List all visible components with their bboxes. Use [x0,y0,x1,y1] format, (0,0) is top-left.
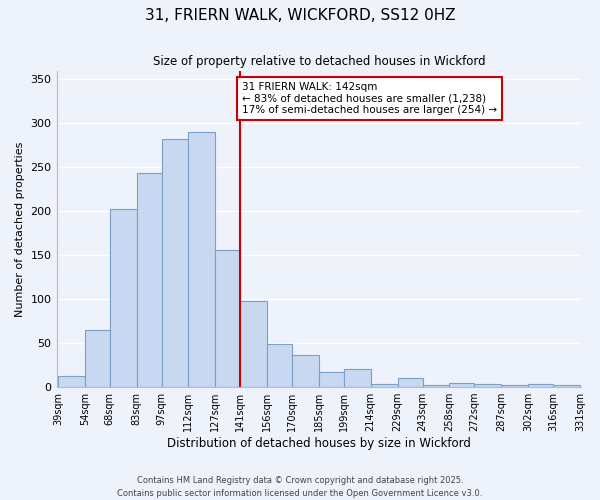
X-axis label: Distribution of detached houses by size in Wickford: Distribution of detached houses by size … [167,437,471,450]
Bar [240,301,267,387]
Text: 31 FRIERN WALK: 142sqm
← 83% of detached houses are smaller (1,238)
17% of semi-: 31 FRIERN WALK: 142sqm ← 83% of detached… [242,82,497,115]
Bar [85,330,110,387]
Bar [161,139,188,387]
Bar [398,378,422,387]
Bar [422,386,449,387]
Text: Contains HM Land Registry data © Crown copyright and database right 2025.
Contai: Contains HM Land Registry data © Crown c… [118,476,482,498]
Bar [110,210,137,387]
Text: 31, FRIERN WALK, WICKFORD, SS12 0HZ: 31, FRIERN WALK, WICKFORD, SS12 0HZ [145,8,455,22]
Bar [292,356,319,387]
Bar [475,384,501,387]
Bar [528,384,553,387]
Bar [215,250,240,387]
Bar [501,386,528,387]
Bar [553,386,580,387]
Bar [371,384,398,387]
Bar [58,376,85,387]
Bar [319,372,344,387]
Bar [449,382,475,387]
Bar [188,132,215,387]
Bar [267,344,292,387]
Title: Size of property relative to detached houses in Wickford: Size of property relative to detached ho… [152,55,485,68]
Bar [137,174,161,387]
Y-axis label: Number of detached properties: Number of detached properties [15,141,25,316]
Bar [344,370,371,387]
